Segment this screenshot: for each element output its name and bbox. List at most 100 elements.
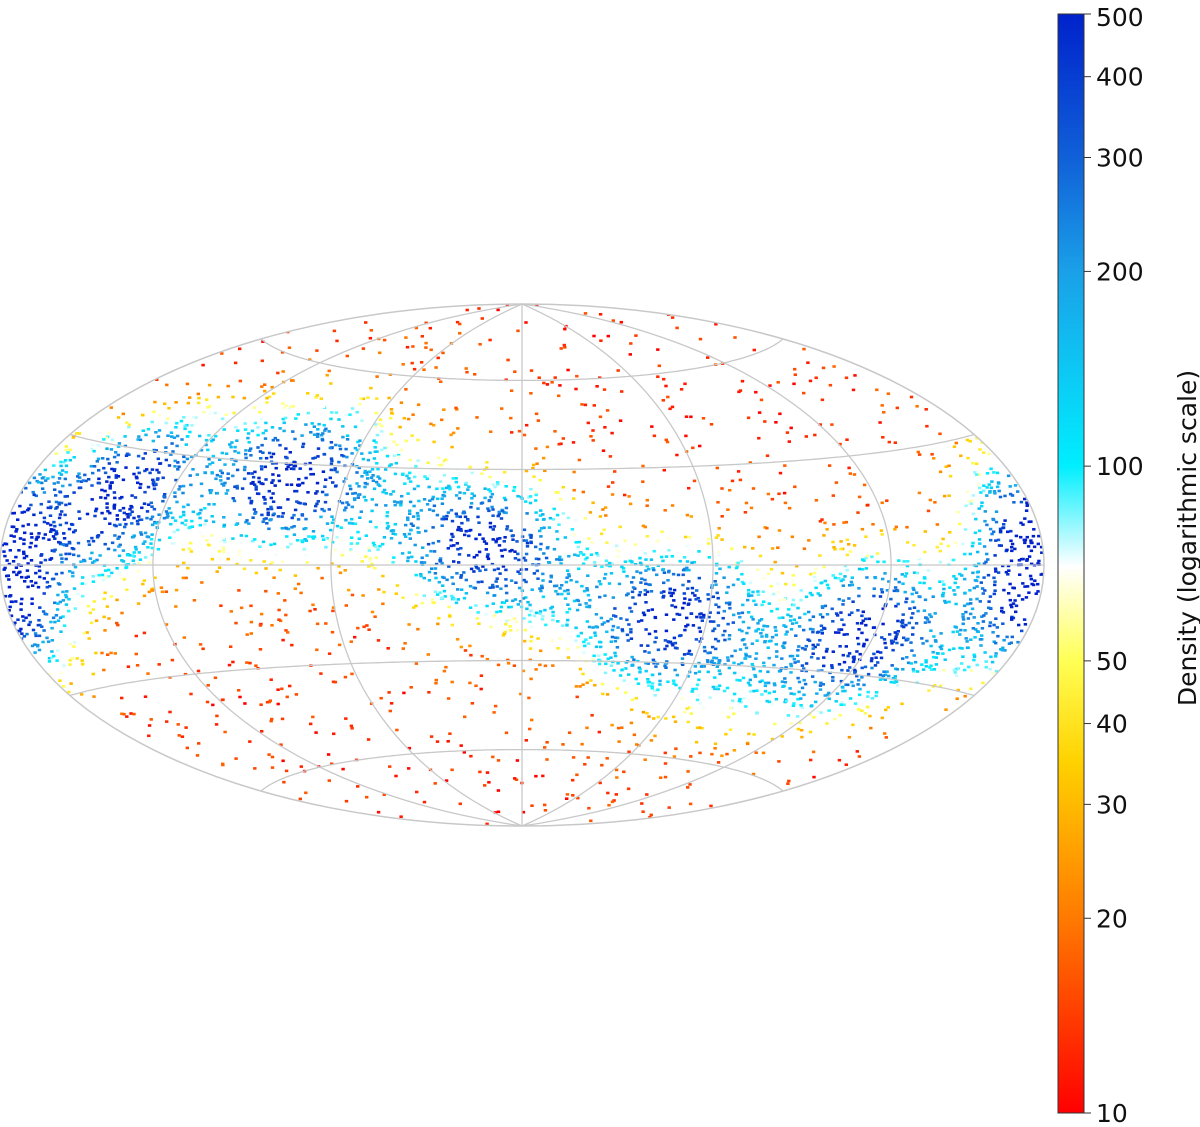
density-point — [939, 647, 944, 651]
density-point — [759, 618, 764, 621]
density-point — [300, 540, 305, 544]
density-point — [370, 498, 374, 501]
density-point — [663, 664, 667, 668]
density-point — [634, 334, 638, 337]
density-point — [173, 459, 177, 463]
density-point — [975, 585, 979, 588]
density-point — [711, 645, 715, 649]
density-point — [343, 508, 347, 512]
density-point — [385, 521, 390, 525]
density-point — [921, 642, 925, 645]
density-point — [12, 570, 16, 574]
density-point — [445, 578, 449, 582]
density-point — [500, 601, 505, 604]
density-point — [230, 441, 234, 444]
density-point — [1029, 539, 1033, 542]
density-point — [697, 678, 701, 682]
density-point — [62, 537, 67, 540]
density-point — [7, 562, 12, 566]
density-point — [58, 490, 63, 494]
density-point — [245, 519, 249, 522]
density-point — [831, 540, 835, 544]
density-point — [112, 507, 116, 510]
density-point — [716, 687, 720, 691]
density-point — [822, 656, 826, 659]
density-point — [116, 537, 120, 540]
density-point — [507, 605, 511, 609]
density-point — [650, 425, 654, 428]
density-point — [222, 516, 226, 519]
density-point — [529, 534, 533, 537]
density-point — [450, 623, 454, 627]
density-point — [249, 447, 253, 450]
density-point — [470, 496, 474, 500]
density-point — [727, 637, 731, 641]
density-point — [60, 450, 64, 454]
density-point — [1001, 611, 1006, 614]
density-point — [537, 557, 541, 561]
density-point — [157, 513, 161, 516]
density-point — [963, 567, 968, 571]
density-point — [947, 494, 951, 497]
density-point — [259, 465, 264, 468]
density-point — [37, 648, 42, 652]
density-point — [707, 615, 711, 619]
density-point — [234, 621, 238, 625]
density-point — [524, 739, 528, 742]
density-point — [501, 565, 506, 568]
density-point — [191, 468, 195, 471]
density-point — [514, 581, 518, 584]
density-point — [701, 417, 706, 420]
density-point — [510, 431, 514, 434]
density-point — [432, 601, 436, 605]
density-point — [374, 411, 379, 415]
density-point — [478, 770, 482, 774]
density-point — [316, 566, 320, 570]
density-point — [95, 558, 99, 562]
density-point — [404, 523, 408, 527]
density-point — [1024, 509, 1029, 512]
density-point — [398, 425, 402, 429]
density-point — [975, 462, 979, 466]
density-point — [117, 442, 122, 445]
density-point — [724, 732, 728, 736]
density-point — [345, 434, 350, 437]
density-point — [847, 735, 852, 739]
density-point — [1023, 497, 1027, 501]
density-point — [452, 544, 456, 547]
density-point — [130, 554, 135, 557]
density-point — [602, 577, 607, 580]
density-point — [997, 544, 1002, 547]
density-point — [333, 485, 338, 488]
colorbar-label: Density (logarithmic scale) — [1173, 370, 1200, 706]
density-point — [64, 470, 68, 474]
density-point — [389, 493, 393, 496]
density-point — [621, 567, 626, 570]
density-point — [157, 471, 161, 474]
density-point — [444, 458, 448, 461]
density-point — [117, 554, 122, 558]
density-point — [650, 673, 655, 677]
density-point — [992, 576, 996, 580]
density-point — [918, 581, 922, 585]
density-point — [707, 537, 711, 541]
density-point — [64, 603, 69, 606]
density-point — [830, 607, 834, 611]
density-point — [237, 549, 242, 553]
density-point — [46, 640, 51, 643]
density-point — [380, 430, 384, 433]
density-point — [954, 577, 958, 581]
density-point — [68, 458, 72, 462]
density-point — [665, 440, 670, 444]
density-point — [539, 535, 543, 538]
density-point — [54, 614, 59, 617]
density-point — [575, 773, 579, 777]
density-point — [687, 568, 691, 572]
density-point — [464, 529, 468, 533]
density-point — [69, 682, 73, 685]
density-point — [210, 461, 215, 464]
density-point — [576, 646, 580, 649]
density-point — [58, 513, 63, 516]
density-point — [585, 588, 590, 592]
density-point — [203, 523, 207, 526]
